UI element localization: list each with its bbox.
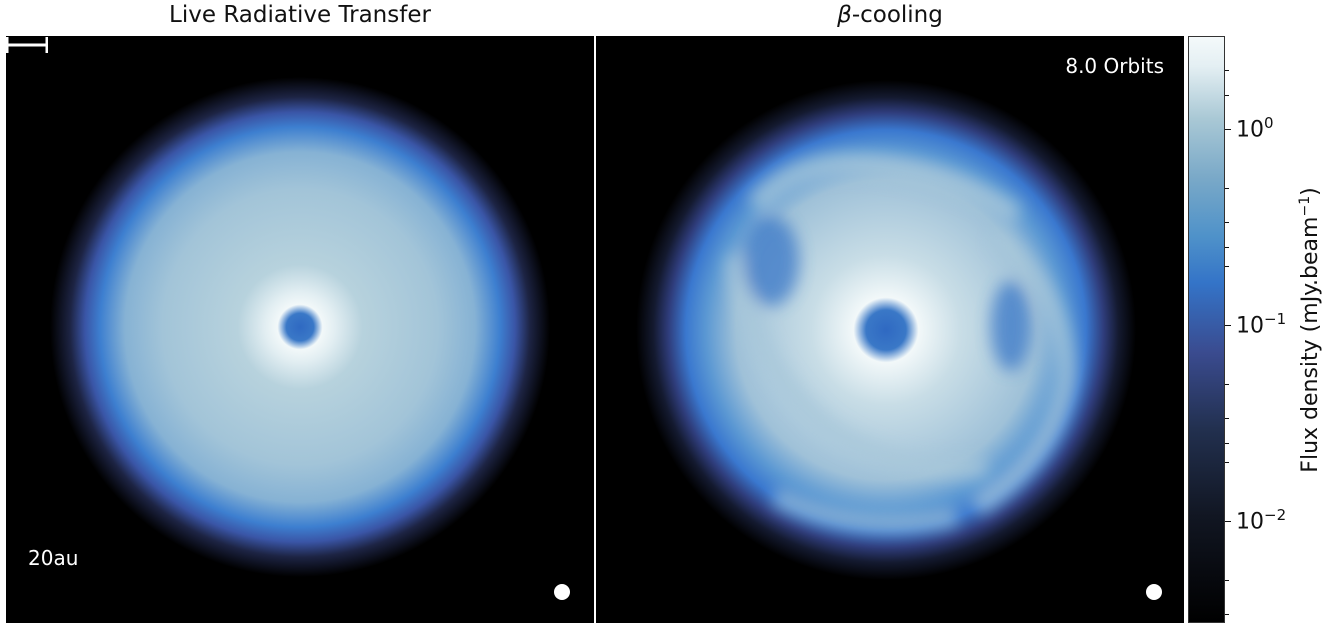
colorbar-axis-label: Flux density (mJy.beam−1) (1296, 187, 1324, 473)
colorbar-minor-tick (1225, 384, 1229, 385)
right-panel-title: β-cooling (596, 2, 1184, 28)
right-disk-image: 8.0 Orbits (596, 36, 1184, 623)
left-disk-svg (50, 77, 550, 577)
scale-bar-label: 20au (28, 546, 79, 570)
right-disk-svg (636, 80, 1136, 580)
left-panel-title: Live Radiative Transfer (6, 2, 594, 28)
spiral-arms (726, 153, 1077, 532)
beam-marker-left (554, 584, 570, 600)
colorbar-tick-label: 10−1 (1236, 310, 1287, 339)
colorbar-major-tick (1225, 129, 1231, 130)
colorbar-tick-label: 100 (1236, 114, 1274, 143)
colorbar-minor-tick (1225, 580, 1229, 581)
scale-bar (6, 37, 48, 53)
right-title-text: -cooling (851, 2, 943, 28)
colorbar-minor-tick (1225, 95, 1229, 96)
colorbar-tick-label: 10−2 (1236, 506, 1287, 535)
left-title-text: Live Radiative Transfer (169, 2, 431, 28)
colorbar-minor-tick (1225, 188, 1229, 189)
left-disk-image: 20au (6, 36, 594, 623)
beam-marker-right (1146, 584, 1162, 600)
colorbar-minor-tick (1225, 418, 1229, 419)
colorbar-major-tick (1225, 325, 1231, 326)
colorbar-minor-tick (1225, 462, 1229, 463)
colorbar-major-tick (1225, 521, 1231, 522)
colorbar-minor-tick (1225, 266, 1229, 267)
colorbar-minor-tick (1225, 443, 1229, 444)
colorbar-minor-tick (1225, 70, 1229, 71)
colorbar (1188, 36, 1225, 623)
colorbar-minor-tick (1225, 614, 1229, 615)
colorbar-minor-tick (1225, 222, 1229, 223)
beta-symbol: β (837, 2, 852, 28)
orbits-label: 8.0 Orbits (1065, 54, 1164, 78)
colorbar-minor-tick (1225, 247, 1229, 248)
left-disk (50, 77, 550, 577)
